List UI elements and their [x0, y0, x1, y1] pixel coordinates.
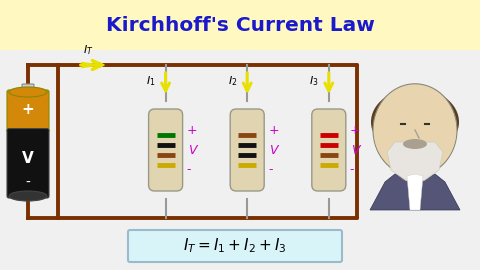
Text: +: +: [350, 124, 360, 137]
FancyBboxPatch shape: [7, 90, 49, 133]
FancyBboxPatch shape: [0, 0, 480, 50]
FancyBboxPatch shape: [149, 109, 182, 191]
Text: $I_T$: $I_T$: [83, 43, 93, 57]
Ellipse shape: [9, 191, 47, 201]
Text: +: +: [268, 124, 279, 137]
Text: -: -: [350, 163, 354, 176]
Text: +: +: [22, 102, 35, 117]
Ellipse shape: [371, 88, 459, 156]
Text: -: -: [25, 176, 30, 190]
Text: $I_1$: $I_1$: [146, 74, 156, 88]
Text: V: V: [188, 143, 196, 157]
Polygon shape: [387, 142, 443, 184]
Ellipse shape: [9, 87, 47, 97]
FancyBboxPatch shape: [7, 129, 49, 198]
Text: V: V: [351, 143, 360, 157]
Ellipse shape: [403, 139, 427, 149]
Polygon shape: [407, 174, 423, 210]
Text: V: V: [22, 151, 34, 166]
Ellipse shape: [374, 90, 456, 174]
Text: -: -: [268, 163, 273, 176]
Text: $I_3$: $I_3$: [309, 74, 319, 88]
Text: Kirchhoff's Current Law: Kirchhoff's Current Law: [106, 16, 374, 35]
Text: $I_T = I_1 + I_2 + I_3$: $I_T = I_1 + I_2 + I_3$: [183, 237, 287, 255]
Text: $I_2$: $I_2$: [228, 74, 237, 88]
FancyBboxPatch shape: [405, 167, 425, 197]
Ellipse shape: [373, 84, 457, 176]
Text: -: -: [187, 163, 191, 176]
FancyBboxPatch shape: [22, 84, 34, 94]
FancyBboxPatch shape: [312, 109, 346, 191]
Polygon shape: [370, 174, 460, 210]
Text: V: V: [269, 143, 278, 157]
FancyBboxPatch shape: [128, 230, 342, 262]
Text: +: +: [187, 124, 197, 137]
FancyBboxPatch shape: [230, 109, 264, 191]
